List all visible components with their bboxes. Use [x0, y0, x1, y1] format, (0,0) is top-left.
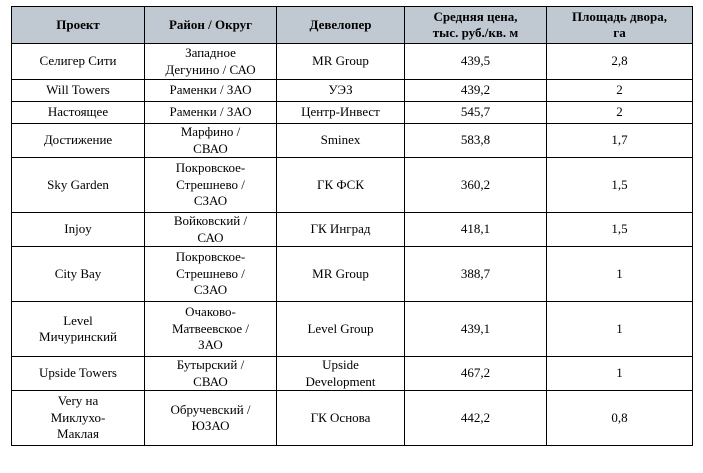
- yard-area-cell: 1,5: [546, 157, 693, 213]
- avg-price-cell: 360,2: [404, 157, 547, 213]
- yard-area-cell: 0,8: [546, 390, 693, 446]
- project-cell: Селигер Сити: [11, 43, 145, 80]
- developer-cell: ГК ФСК: [276, 157, 405, 213]
- district-cell: Западное Дегунино / САО: [144, 43, 277, 80]
- developer-cell: Центр-Инвест: [276, 101, 405, 124]
- project-cell: Level Мичуринский: [11, 301, 145, 357]
- table-row: Will Towers Раменки / ЗАО УЭЗ 439,2 2: [11, 79, 693, 102]
- avg-price-cell: 439,5: [404, 43, 547, 80]
- project-cell: Injoy: [11, 212, 145, 247]
- district-cell: Раменки / ЗАО: [144, 101, 277, 124]
- yard-area-cell: 2: [546, 101, 693, 124]
- table-row: Upside Towers Бутырский / СВАО Upside Develo…: [11, 356, 693, 391]
- developer-cell: УЭЗ: [276, 79, 405, 102]
- district-cell: Раменки / ЗАО: [144, 79, 277, 102]
- table-row: Настоящее Раменки / ЗАО Центр-Инвест 545,7 2: [11, 101, 693, 124]
- avg-price-cell: 439,2: [404, 79, 547, 102]
- header-district: Район / Округ: [144, 6, 277, 44]
- table-row: Level Мичуринский Очаково- Матвеевское / ЗАО…: [11, 301, 693, 357]
- header-yard-area: Площадь двора, га: [546, 6, 693, 44]
- avg-price-cell: 545,7: [404, 101, 547, 124]
- district-cell: Обручевский / ЮЗАО: [144, 390, 277, 446]
- avg-price-cell: 388,7: [404, 246, 547, 302]
- developer-cell: Level Group: [276, 301, 405, 357]
- header-project: Проект: [11, 6, 145, 44]
- avg-price-cell: 418,1: [404, 212, 547, 247]
- developer-cell: Upside Development: [276, 356, 405, 391]
- yard-area-cell: 1,7: [546, 123, 693, 158]
- header-row: Проект Район / Округ Девелопер Средняя ц…: [11, 6, 693, 44]
- yard-area-cell: 1: [546, 301, 693, 357]
- avg-price-cell: 583,8: [404, 123, 547, 158]
- yard-area-cell: 1,5: [546, 212, 693, 247]
- header-avg-price: Средняя цена, тыс. руб./кв. м: [404, 6, 547, 44]
- district-cell: Очаково- Матвеевское / ЗАО: [144, 301, 277, 357]
- avg-price-cell: 439,1: [404, 301, 547, 357]
- table-row: Injoy Войковский / САО ГК Инград 418,1 1,5: [11, 212, 693, 247]
- table-row: Селигер Сити Западное Дегунино / САО MR Gro…: [11, 43, 693, 80]
- developer-cell: ГК Основа: [276, 390, 405, 446]
- project-cell: Upside Towers: [11, 356, 145, 391]
- project-cell: Sky Garden: [11, 157, 145, 213]
- developer-cell: MR Group: [276, 43, 405, 80]
- district-cell: Покровское- Стрешнево / СЗАО: [144, 157, 277, 213]
- projects-table: Проект Район / Округ Девелопер Средняя ц…: [11, 6, 693, 446]
- avg-price-cell: 467,2: [404, 356, 547, 391]
- developer-cell: ГК Инград: [276, 212, 405, 247]
- district-cell: Марфино / СВАО: [144, 123, 277, 158]
- table-row: Very на Миклухо- Маклая Обручевский / ЮЗАО ГК…: [11, 390, 693, 446]
- project-cell: Настоящее: [11, 101, 145, 124]
- project-cell: Will Towers: [11, 79, 145, 102]
- project-cell: Very на Миклухо- Маклая: [11, 390, 145, 446]
- yard-area-cell: 1: [546, 356, 693, 391]
- yard-area-cell: 2: [546, 79, 693, 102]
- district-cell: Бутырский / СВАО: [144, 356, 277, 391]
- yard-area-cell: 2,8: [546, 43, 693, 80]
- avg-price-cell: 442,2: [404, 390, 547, 446]
- project-cell: City Bay: [11, 246, 145, 302]
- developer-cell: MR Group: [276, 246, 405, 302]
- yard-area-cell: 1: [546, 246, 693, 302]
- district-cell: Покровское- Стрешнево / СЗАО: [144, 246, 277, 302]
- table-row: Sky Garden Покровское- Стрешнево / СЗАО ГК Ф…: [11, 157, 693, 213]
- table-row: City Bay Покровское- Стрешнево / СЗАО MR Gro…: [11, 246, 693, 302]
- table-body: Селигер Сити Западное Дегунино / САО MR Gro…: [11, 43, 693, 446]
- project-cell: Достижение: [11, 123, 145, 158]
- developer-cell: Sminex: [276, 123, 405, 158]
- district-cell: Войковский / САО: [144, 212, 277, 247]
- table-row: Достижение Марфино / СВАО Sminex 583,8 1,7: [11, 123, 693, 158]
- header-developer: Девелопер: [276, 6, 405, 44]
